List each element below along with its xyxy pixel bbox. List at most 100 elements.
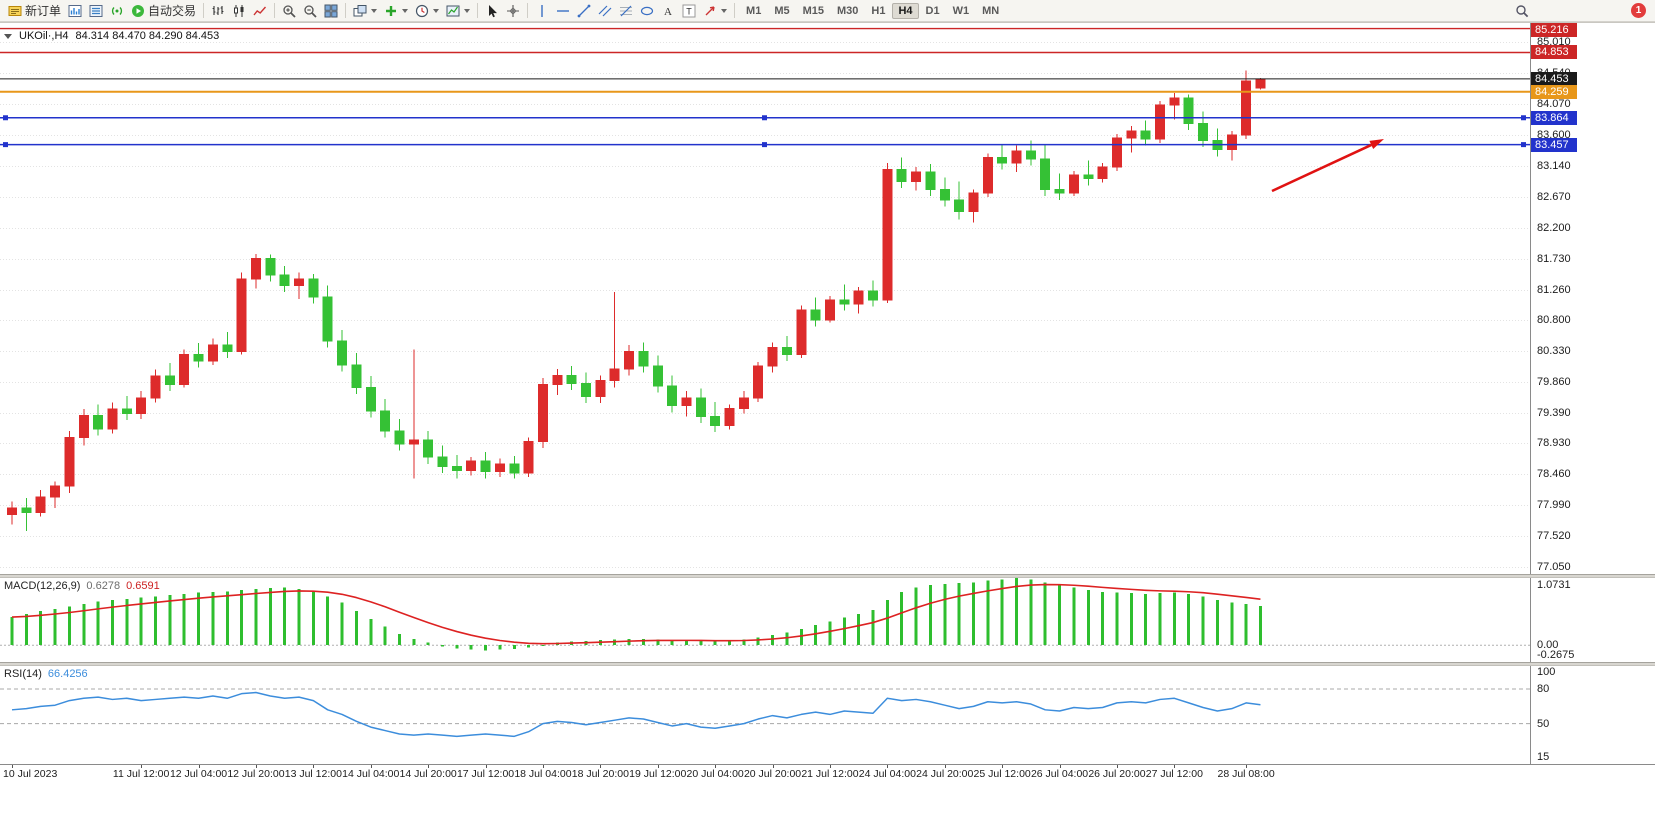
trend-arrow[interactable]: [1271, 139, 1384, 193]
time-label: 14 Jul 20:00: [399, 768, 457, 780]
timeframe-mn[interactable]: MN: [982, 4, 1000, 17]
price-chart-canvas[interactable]: [0, 23, 1530, 574]
arrows-button[interactable]: [700, 1, 730, 20]
timeframe-h1[interactable]: H1: [871, 4, 886, 17]
main-toolbar: 新订单 自动交易 A T M1 M5 M15 M30 H1 H4 D1 W1 MN 1: [0, 0, 1655, 22]
zoom-out-button[interactable]: [300, 1, 320, 20]
timeframe-d1[interactable]: D1: [925, 4, 940, 17]
vertical-line-button[interactable]: [532, 1, 552, 20]
time-tick: [887, 765, 889, 768]
timeframe-w1[interactable]: W1: [952, 4, 970, 17]
line-chart-button[interactable]: [250, 1, 270, 20]
time-label: 10 Jul 2023: [3, 768, 58, 780]
time-label: 18 Jul 04:00: [514, 768, 572, 780]
rsi-line: [11, 691, 1261, 738]
line-handle[interactable]: [1521, 115, 1526, 121]
line-handle[interactable]: [762, 142, 767, 148]
time-label: 28 Jul 08:00: [1217, 768, 1275, 780]
macd-axis[interactable]: 1.0731 0.00 -0.2675: [1530, 578, 1655, 662]
price-axis[interactable]: 85.01084.54084.07083.60083.14082.67082.2…: [1530, 23, 1655, 574]
time-tick: [1002, 765, 1004, 768]
time-tick: [1174, 765, 1176, 768]
fibonacci-icon: [619, 4, 633, 18]
channel-button[interactable]: [595, 1, 615, 20]
new-order-button-label: 新订单: [25, 4, 62, 18]
rsi-axis[interactable]: 100 80 50 15: [1530, 666, 1655, 764]
rsi-tick-label: 80: [1537, 683, 1550, 696]
arrange-windows-button[interactable]: [350, 1, 380, 20]
macd-chart-canvas[interactable]: [0, 578, 1530, 662]
search-button[interactable]: [1512, 1, 1532, 20]
price-tick-label: 78.930: [1537, 437, 1571, 450]
timeframe-m5[interactable]: M5: [774, 4, 790, 17]
new-order-button[interactable]: 新订单: [5, 1, 64, 20]
price-tick-label: 82.200: [1537, 221, 1571, 234]
add-indicator-button[interactable]: [381, 1, 411, 20]
line-handle[interactable]: [1521, 142, 1526, 148]
bar-chart-button[interactable]: [208, 1, 228, 20]
rsi-name: RSI(14): [4, 668, 42, 680]
market-watch-icon: [89, 4, 103, 18]
macd-main-value: 0.6278: [86, 580, 121, 592]
price-tick-label: 79.390: [1537, 406, 1571, 419]
zoom-in-button[interactable]: [279, 1, 299, 20]
template-button[interactable]: [443, 1, 473, 20]
notification-badge[interactable]: 1: [1631, 3, 1646, 18]
signal-icon: [110, 4, 124, 18]
price-badge-83.864: 83.864: [1531, 110, 1577, 125]
timeframe-m1[interactable]: M1: [746, 4, 762, 17]
label-button[interactable]: T: [679, 1, 699, 20]
shapes-icon: [640, 4, 654, 18]
pane-resize-handle[interactable]: [0, 574, 1655, 578]
time-label: 11 Jul 12:00: [112, 768, 170, 780]
cursor-icon: [485, 4, 499, 18]
auto-trading-button[interactable]: 自动交易: [128, 1, 199, 20]
line-handle[interactable]: [762, 115, 767, 121]
time-tick: [485, 765, 487, 768]
rsi-chart-canvas[interactable]: [0, 666, 1530, 764]
price-tick-label: 77.520: [1537, 530, 1571, 543]
chart-menu-icon[interactable]: [4, 33, 12, 39]
text-button[interactable]: A: [658, 1, 678, 20]
cursor-button[interactable]: [482, 1, 502, 20]
timeframe-m30[interactable]: M30: [837, 4, 859, 17]
trendline-button[interactable]: [574, 1, 594, 20]
signals-button[interactable]: [107, 1, 127, 20]
time-label: 24 Jul 20:00: [916, 768, 974, 780]
price-tick-label: 79.860: [1537, 375, 1571, 388]
line-handle[interactable]: [3, 142, 8, 148]
line-handle[interactable]: [3, 115, 8, 121]
tile-windows-button[interactable]: [321, 1, 341, 20]
candle-chart-button[interactable]: [229, 1, 249, 20]
pane-resize-handle[interactable]: [0, 662, 1655, 666]
time-tick: [370, 765, 372, 768]
horizontal-line-button[interactable]: [553, 1, 573, 20]
time-tick: [1116, 765, 1118, 768]
time-label: 26 Jul 20:00: [1088, 768, 1146, 780]
crosshair-button[interactable]: [503, 1, 523, 20]
market-watch-button[interactable]: [86, 1, 106, 20]
zoom-in-icon: [282, 4, 296, 18]
time-tick: [313, 765, 315, 768]
price-levels-layer[interactable]: [0, 27, 1530, 148]
fibonacci-button[interactable]: [616, 1, 636, 20]
chart-windows-button[interactable]: [65, 1, 85, 20]
time-label: 20 Jul 20:00: [743, 768, 802, 780]
time-tick: [829, 765, 831, 768]
search-icon: [1515, 4, 1529, 18]
price-grid: [0, 42, 1530, 568]
chart-windows-icon: [68, 4, 82, 18]
time-label: 20 Jul 04:00: [686, 768, 744, 780]
period-button[interactable]: [412, 1, 442, 20]
time-tick: [944, 765, 946, 768]
timeframe-m15[interactable]: M15: [802, 4, 824, 17]
crosshair-icon: [506, 4, 520, 18]
shapes-button[interactable]: [637, 1, 657, 20]
time-label: 17 Jul 12:00: [456, 768, 515, 780]
auto-trading-button-label: 自动交易: [148, 4, 197, 18]
timeframe-h4[interactable]: H4: [892, 2, 919, 19]
toolbar-separator: [345, 3, 347, 18]
chart-window: 85.01084.54084.07083.60083.14082.67082.2…: [0, 22, 1655, 782]
macd-tick-label: 1.0731: [1537, 579, 1571, 591]
time-axis[interactable]: 10 Jul 2023 11 Jul 12:00 12 Jul 04:00 12 Ju…: [0, 764, 1655, 782]
